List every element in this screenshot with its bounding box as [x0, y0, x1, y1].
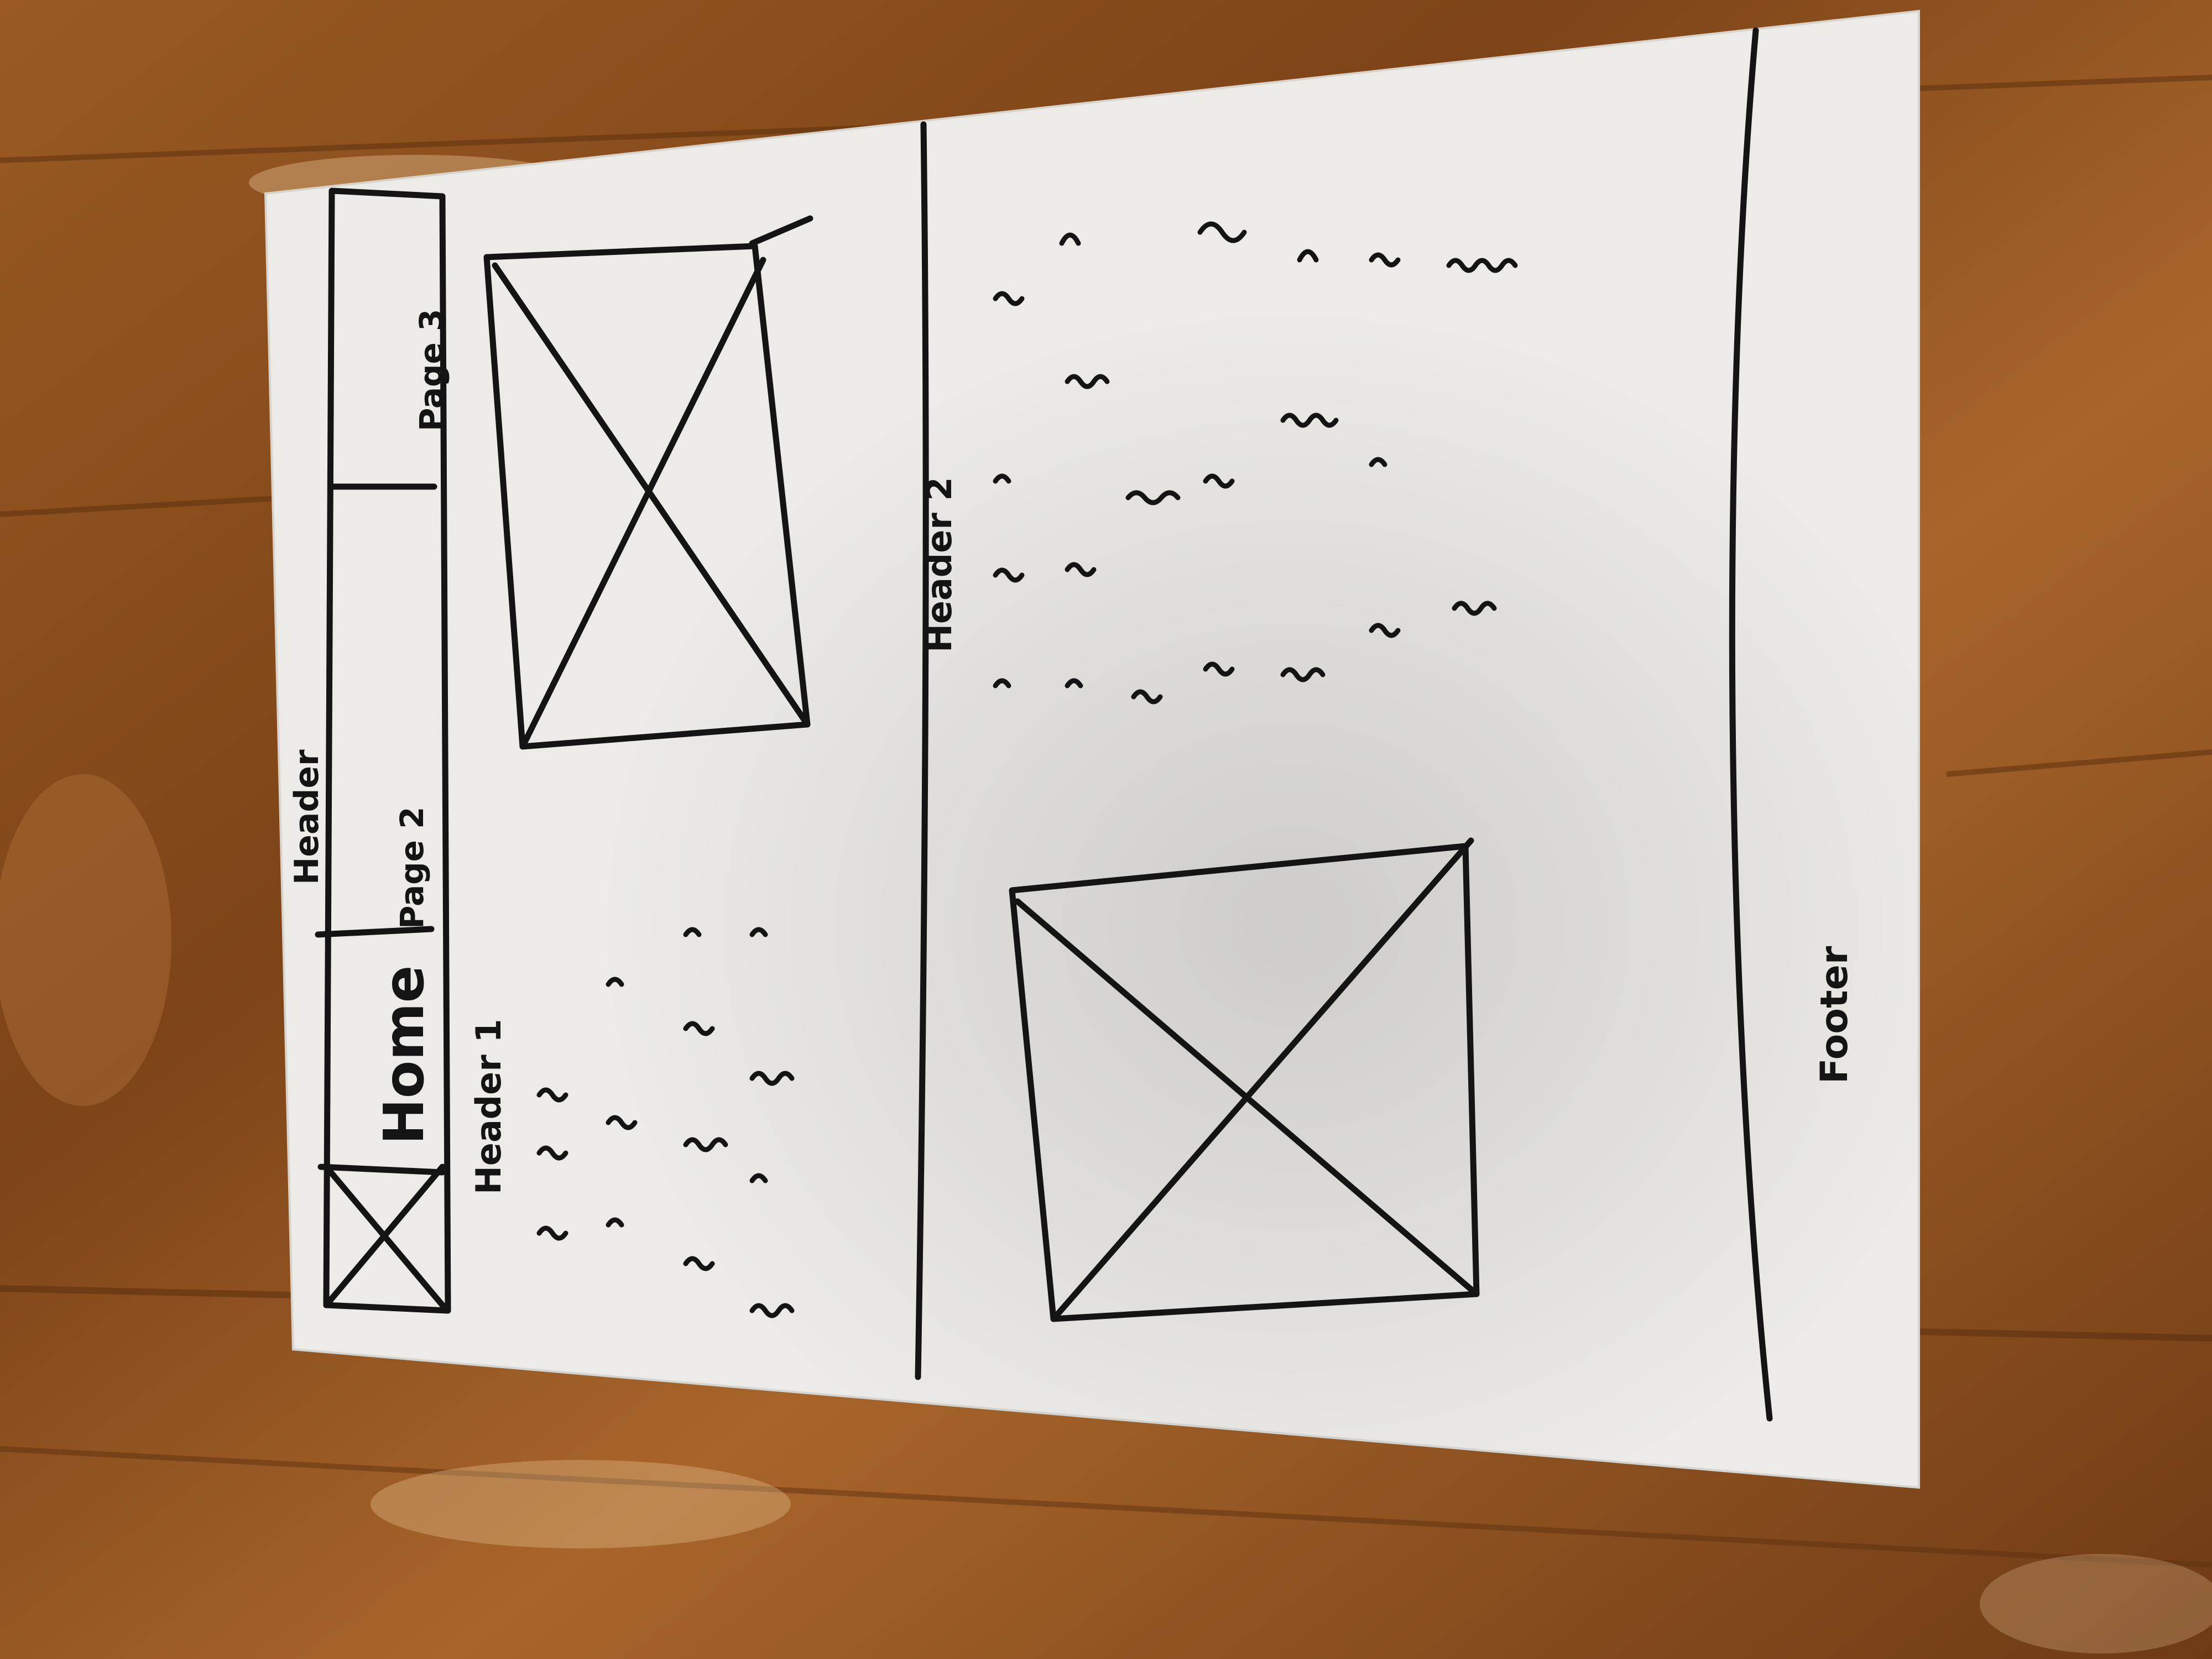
section-2-text-squiggles	[993, 221, 1518, 705]
image-placeholder-feature	[1009, 837, 1480, 1322]
section-1-text-squiggles	[536, 927, 795, 1318]
image-placeholder-hero	[483, 215, 813, 750]
sketch-labels: Header Home Page 2 Page 3 Header 1 Heade…	[288, 309, 1856, 1195]
footer-label: Footer	[1813, 946, 1856, 1084]
nav-tab-home: Home	[372, 966, 436, 1145]
nav-tab-page-3: Page 3	[413, 309, 450, 432]
wireframe-sketch	[315, 27, 1773, 1422]
nav-bar	[315, 187, 451, 1314]
section-divider	[915, 121, 929, 1380]
section-2-heading: Header 2	[919, 477, 959, 653]
nav-label: Header	[288, 749, 326, 885]
footer-divider	[1729, 27, 1773, 1422]
logo-placeholder	[323, 1164, 446, 1308]
nav-tab-page-2: Page 2	[393, 807, 431, 930]
section-1-heading: Header 1	[468, 1019, 509, 1194]
